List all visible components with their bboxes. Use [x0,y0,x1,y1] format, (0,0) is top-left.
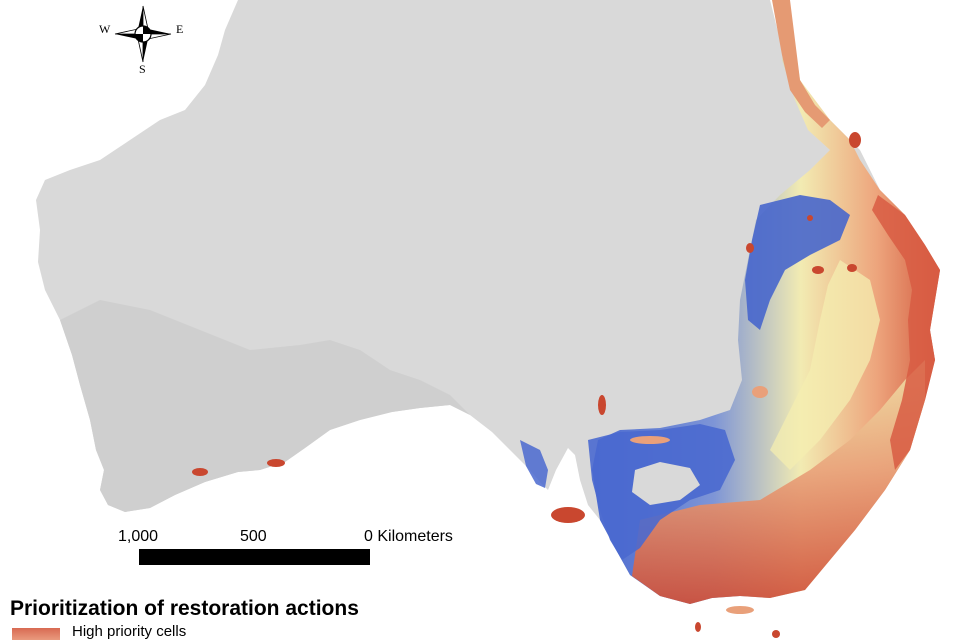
inland-grey-patch [632,462,700,505]
inland-low-priority [745,195,850,330]
compass-west-label: W [99,22,111,36]
mid-priority-band [770,260,880,470]
south-coast-priority [632,360,925,604]
legend-title: Prioritization of restoration actions [10,597,359,620]
queensland-coast-priority [772,0,830,128]
scale-bar [139,549,370,565]
compass-east-label: E [176,22,184,36]
south-west-shading [60,300,470,512]
legend-swatch-high-priority [12,628,60,640]
legend-label-high-priority: High priority cells [72,623,187,640]
coastal-orange-patches [630,386,768,614]
compass-south-label: S [139,62,146,76]
east-coast-priority [872,195,940,470]
scattered-priority-patches [192,132,861,638]
gulf-low-priority [520,440,548,488]
compass-rose [114,5,172,63]
scale-label-left: 1,000 [118,528,159,545]
scale-label-right: 0 Kilometers [364,528,453,545]
scale-label-mid: 500 [240,528,267,545]
